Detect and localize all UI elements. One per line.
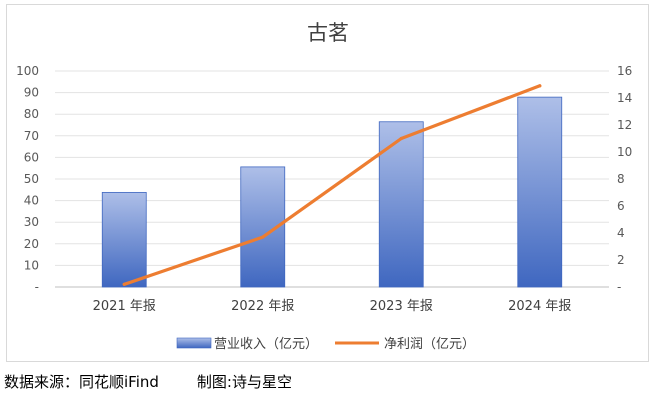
bar-series bbox=[101, 96, 563, 288]
left-axis-tick-label: 80 bbox=[24, 107, 39, 121]
net-profit-point bbox=[399, 136, 403, 141]
left-axis-tick-label: 50 bbox=[24, 172, 39, 186]
right-axis-tick-label: 10 bbox=[617, 145, 632, 159]
left-axis-tick-label: 20 bbox=[24, 237, 39, 251]
left-axis-tick-label: - bbox=[35, 280, 39, 294]
right-axis-tick-label: 12 bbox=[617, 118, 632, 132]
category-label: 2022 年报 bbox=[231, 299, 294, 314]
revenue-bar bbox=[101, 191, 147, 288]
right-axis-tick-label: 14 bbox=[617, 91, 632, 105]
category-label: 2024 年报 bbox=[508, 299, 571, 314]
category-label: 2021 年报 bbox=[93, 299, 156, 314]
category-labels: 2021 年报 2022 年报 2023 年报 2024 年报 bbox=[93, 299, 572, 314]
net-profit-point bbox=[122, 282, 126, 286]
legend: 营业收入（亿元） 净利润（亿元） bbox=[176, 337, 475, 352]
legend-line-label: 净利润（亿元） bbox=[384, 337, 475, 352]
right-axis-tick-label: - bbox=[617, 280, 621, 294]
left-axis-tick-label: 70 bbox=[24, 129, 39, 143]
chart-title: 古茗 bbox=[307, 21, 349, 45]
legend-bar-swatch bbox=[176, 337, 212, 349]
left-axis-tick-label: 90 bbox=[24, 86, 39, 100]
right-axis-ticks: - 2 4 6 8 10 12 14 16 bbox=[617, 64, 632, 294]
left-axis-tick-label: 100 bbox=[16, 64, 39, 78]
right-axis-tick-label: 6 bbox=[617, 199, 625, 213]
chart-maker-text: 制图:诗与星空 bbox=[196, 373, 292, 391]
revenue-bar bbox=[378, 121, 424, 288]
line-series bbox=[122, 84, 542, 286]
chart-frame: 古茗 -10 20 30 40 50 60 70 80 90 100 -2 4 6 8 10 12 14 16 … bbox=[6, 4, 649, 362]
net-profit-point bbox=[261, 235, 265, 239]
net-profit-line bbox=[122, 84, 542, 286]
data-source-text: 数据来源：同花顺iFind bbox=[4, 373, 159, 391]
footer: 数据来源：同花顺iFind 制图:诗与星空 bbox=[4, 371, 292, 392]
left-axis-ticks: - 10 20 30 40 50 60 70 80 90 100 bbox=[16, 64, 39, 294]
grid-lines bbox=[55, 70, 609, 288]
right-axis-tick-label: 8 bbox=[617, 172, 625, 186]
left-axis-tick-label: 30 bbox=[24, 215, 39, 229]
right-axis-tick-label: 4 bbox=[617, 226, 625, 240]
revenue-bar bbox=[517, 96, 563, 288]
category-label: 2023 年报 bbox=[370, 299, 433, 314]
left-axis-tick-label: 10 bbox=[24, 258, 39, 272]
left-axis-tick-label: 60 bbox=[24, 150, 39, 164]
right-axis-tick-label: 2 bbox=[617, 253, 625, 267]
left-axis-tick-label: 40 bbox=[24, 194, 39, 208]
legend-bar-label: 营业收入（亿元） bbox=[214, 337, 318, 352]
right-axis-tick-label: 16 bbox=[617, 64, 632, 78]
net-profit-point bbox=[538, 84, 542, 88]
